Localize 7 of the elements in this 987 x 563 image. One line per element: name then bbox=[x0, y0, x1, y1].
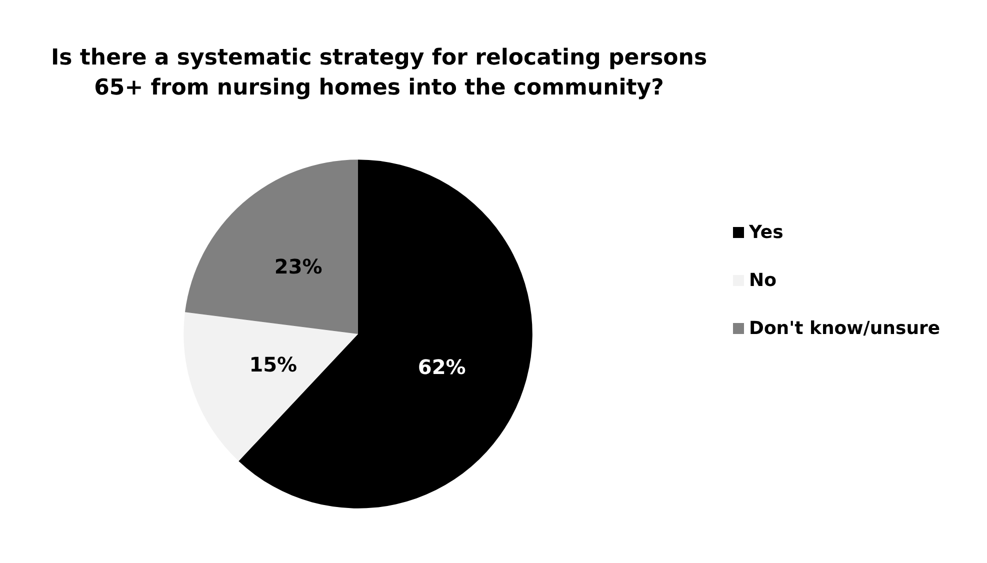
legend-label: Yes bbox=[748, 222, 784, 243]
legend-label: No bbox=[749, 270, 776, 291]
data-label: 15% bbox=[249, 352, 298, 377]
data-label: 62% bbox=[418, 355, 466, 380]
legend-label: Don't know/unsure bbox=[749, 318, 940, 339]
chart-title: Is there a systematic strategy for relocating persons 65+ from nursing homes into the community? bbox=[50, 46, 708, 100]
data-label: 23% bbox=[274, 254, 322, 278]
